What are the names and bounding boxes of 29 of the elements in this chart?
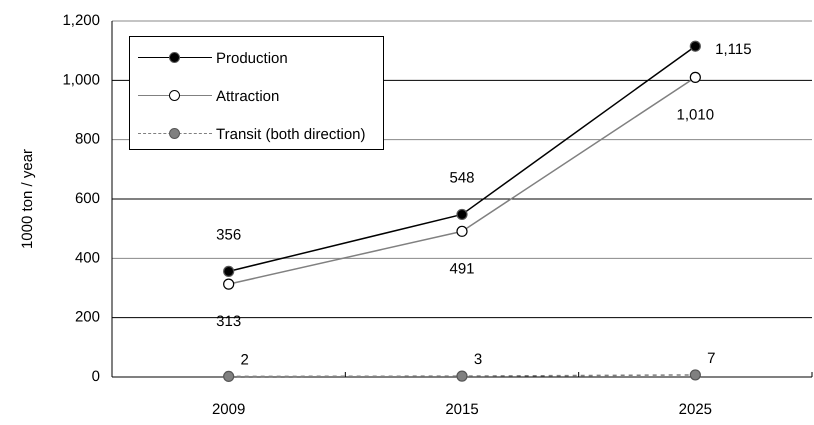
data-label: 7 [707, 350, 716, 367]
data-label: 3 [474, 351, 482, 368]
y-tick-label: 800 [74, 130, 100, 148]
data-label: 313 [216, 313, 242, 330]
y-tick-label: 0 [92, 368, 100, 385]
y-tick-label: 600 [74, 190, 100, 207]
point [690, 40, 701, 52]
y-tick-label: 1,200 [62, 12, 100, 29]
x-tick-label: 2015 [445, 400, 479, 418]
x-tick-label: 2025 [678, 400, 712, 418]
point [456, 370, 468, 382]
legend-label: Transit (both direction) [216, 126, 366, 142]
y-tick-label: 200 [74, 308, 100, 326]
y-tick-label: 1,000 [62, 71, 100, 88]
data-label: 2 [240, 351, 249, 368]
point [223, 370, 234, 382]
data-label: 1,115 [715, 41, 752, 58]
point [223, 266, 234, 277]
data-label: 356 [216, 226, 242, 244]
legend-label: Attraction [216, 88, 280, 104]
y-tick-label: 400 [74, 249, 100, 266]
data-label: 1,010 [676, 106, 714, 124]
x-tick-label: 2009 [212, 400, 246, 418]
data-label: 491 [449, 260, 475, 278]
y-axis-title: 1000 ton / year [18, 148, 36, 250]
point [690, 369, 701, 381]
data-label: 548 [449, 169, 475, 186]
point [456, 208, 468, 220]
legend-label: Production [216, 50, 288, 66]
